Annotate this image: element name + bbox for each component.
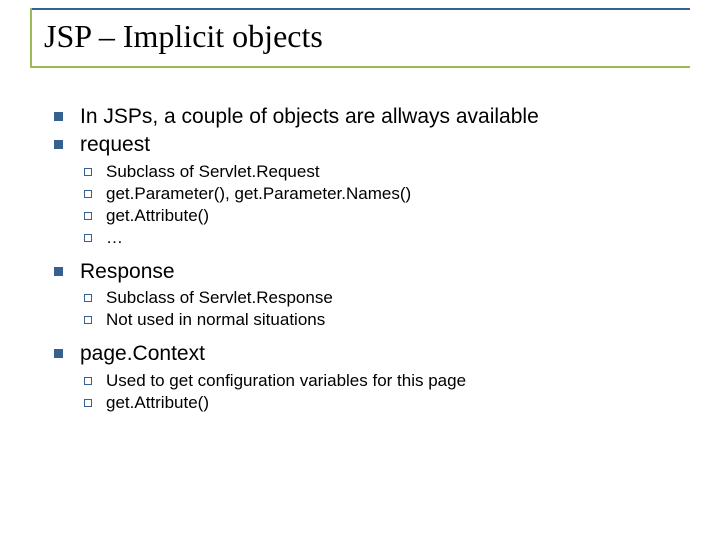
bullet-group: Response Subclass of Servlet.Response No…: [54, 259, 674, 331]
bullet-level2: Not used in normal situations: [84, 309, 674, 331]
bullet-outline-icon: [84, 190, 92, 198]
title-border-top: [30, 8, 690, 10]
bullet-text: Response: [80, 260, 175, 283]
bullet-text: Subclass of Servlet.Response: [106, 288, 333, 307]
bullet-square-icon: [54, 267, 63, 276]
bullet-level1: page.Context: [54, 341, 674, 367]
bullet-text: get.Parameter(), get.Parameter.Names(): [106, 184, 411, 203]
bullet-text: get.Attribute(): [106, 206, 209, 225]
bullet-level1: Response: [54, 259, 674, 285]
bullet-outline-icon: [84, 316, 92, 324]
bullet-group: page.Context Used to get configuration v…: [54, 341, 674, 413]
bullet-level2: get.Attribute(): [84, 205, 674, 227]
bullet-level2: Subclass of Servlet.Request: [84, 161, 674, 183]
bullet-square-icon: [54, 112, 63, 121]
bullet-text: …: [106, 228, 123, 247]
bullet-level2: Used to get configuration variables for …: [84, 370, 674, 392]
bullet-level2: Subclass of Servlet.Response: [84, 287, 674, 309]
bullet-outline-icon: [84, 168, 92, 176]
bullet-outline-icon: [84, 212, 92, 220]
slide-title: JSP – Implicit objects: [44, 18, 323, 55]
bullet-outline-icon: [84, 234, 92, 242]
bullet-level2: …: [84, 227, 674, 249]
bullet-level1: In JSPs, a couple of objects are allways…: [54, 104, 674, 130]
bullet-outline-icon: [84, 399, 92, 407]
bullet-square-icon: [54, 349, 63, 358]
title-border-bottom: [30, 66, 690, 68]
bullet-level1: request: [54, 132, 674, 158]
bullet-text: request: [80, 133, 150, 156]
bullet-text: Subclass of Servlet.Request: [106, 162, 320, 181]
bullet-text: In JSPs, a couple of objects are allways…: [80, 105, 539, 128]
bullet-outline-icon: [84, 377, 92, 385]
bullet-outline-icon: [84, 294, 92, 302]
bullet-text: get.Attribute(): [106, 393, 209, 412]
bullet-group: In JSPs, a couple of objects are allways…: [54, 104, 674, 249]
bullet-text: Not used in normal situations: [106, 310, 325, 329]
bullet-level2: get.Parameter(), get.Parameter.Names(): [84, 183, 674, 205]
slide: JSP – Implicit objects In JSPs, a couple…: [0, 0, 720, 540]
slide-body: In JSPs, a couple of objects are allways…: [54, 104, 674, 424]
title-border-left: [30, 8, 32, 68]
bullet-text: page.Context: [80, 342, 205, 365]
bullet-square-icon: [54, 140, 63, 149]
bullet-level2: get.Attribute(): [84, 392, 674, 414]
bullet-text: Used to get configuration variables for …: [106, 371, 466, 390]
